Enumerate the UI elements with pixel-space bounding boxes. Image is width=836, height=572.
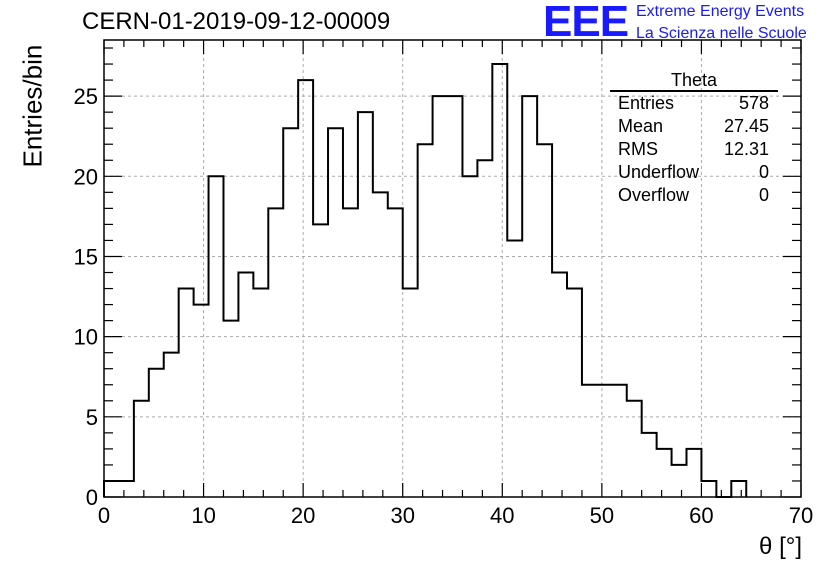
histogram-bin [686,449,701,497]
x-tick-label: 20 [291,503,315,528]
histogram-bin [642,433,657,497]
histogram-bin [612,385,627,497]
x-tick-label: 10 [191,503,215,528]
histogram-bin [418,144,433,497]
histogram-bin [462,176,477,497]
histogram-bin [731,481,746,497]
histogram-bin [373,192,388,497]
stats-row-mean: Mean 27.45 [610,115,778,138]
y-tick-label: 15 [74,244,98,269]
histogram-bin [283,128,298,497]
x-axis-label: θ [°] [759,533,802,560]
histogram-bin [582,385,597,497]
stats-label: Entries [618,93,675,113]
logo-line-2: La Scienza nelle Scuole [636,25,807,42]
histogram-bin [552,273,567,497]
histogram-bin [119,481,134,497]
histogram-bin [104,481,119,497]
x-tick-label: 70 [789,503,813,528]
stats-label: Underflow [618,162,700,182]
histogram-bin [343,208,358,497]
histogram-bin [164,353,179,497]
x-tick-label: 30 [390,503,414,528]
y-tick-label: 20 [74,164,98,189]
histogram-line [103,63,748,498]
histogram-bin [477,160,492,497]
y-tick-label: 25 [74,84,98,109]
histogram-bin [701,481,716,497]
histogram-bin [403,289,418,497]
x-tick-label: 40 [490,503,514,528]
stats-value: 578 [738,93,769,113]
stats-row-rms: RMS 12.31 [610,138,778,161]
chart-title: CERN-01-2019-09-12-00009 [82,8,391,35]
histogram-bin [253,289,268,497]
plot-frame [103,39,802,498]
histogram-bin [522,96,537,497]
x-tick-label: 60 [689,503,713,528]
histogram-bin [298,80,313,497]
histogram-bin [358,112,373,497]
histogram-bin [223,321,238,497]
stats-row-underflow: Underflow 0 [610,161,778,184]
histogram-bin [268,208,283,497]
stats-value: 0 [758,162,769,182]
stats-title: Theta [610,70,778,92]
y-tick-label: 10 [74,325,98,350]
eee-logo: EEE [543,0,629,46]
stats-label: Mean [618,116,664,136]
histogram-bin [567,289,582,497]
histogram-bin [657,449,672,497]
histogram-bin [238,273,253,497]
stats-box: Theta Entries 578 Mean 27.45 RMS 12.31 U… [610,70,778,207]
logo-line-1: Extreme Energy Events [636,3,805,20]
stats-row-entries: Entries 578 [610,92,778,115]
stats-label: Overflow [618,185,690,205]
x-tick-label: 0 [98,503,110,528]
histogram-bin [328,128,343,497]
histogram-bin [448,96,463,497]
x-tick-label: 50 [590,503,614,528]
histogram-bin [507,240,522,497]
histogram-bin [537,144,552,497]
y-tick-label: 0 [86,485,98,510]
histogram-bin [627,401,642,497]
stats-value: 12.31 [723,139,769,159]
histogram-bin [672,465,687,497]
stats-value: 27.45 [723,116,769,136]
histogram-bin [194,305,209,497]
histogram-bin [313,224,328,497]
stats-value: 0 [758,185,769,205]
histogram-bin [492,64,507,497]
histogram-bin [149,369,164,497]
y-tick-label: 5 [86,405,98,430]
histogram-bin [179,289,194,497]
histogram-bin [388,208,403,497]
histogram-bin [433,96,448,497]
histogram-bin [209,176,224,497]
histogram-bin [134,401,149,497]
stats-row-overflow: Overflow 0 [610,184,778,207]
y-axis-label: Entries/bin [17,44,48,168]
stats-label: RMS [618,139,658,159]
histogram-bin [597,385,612,497]
